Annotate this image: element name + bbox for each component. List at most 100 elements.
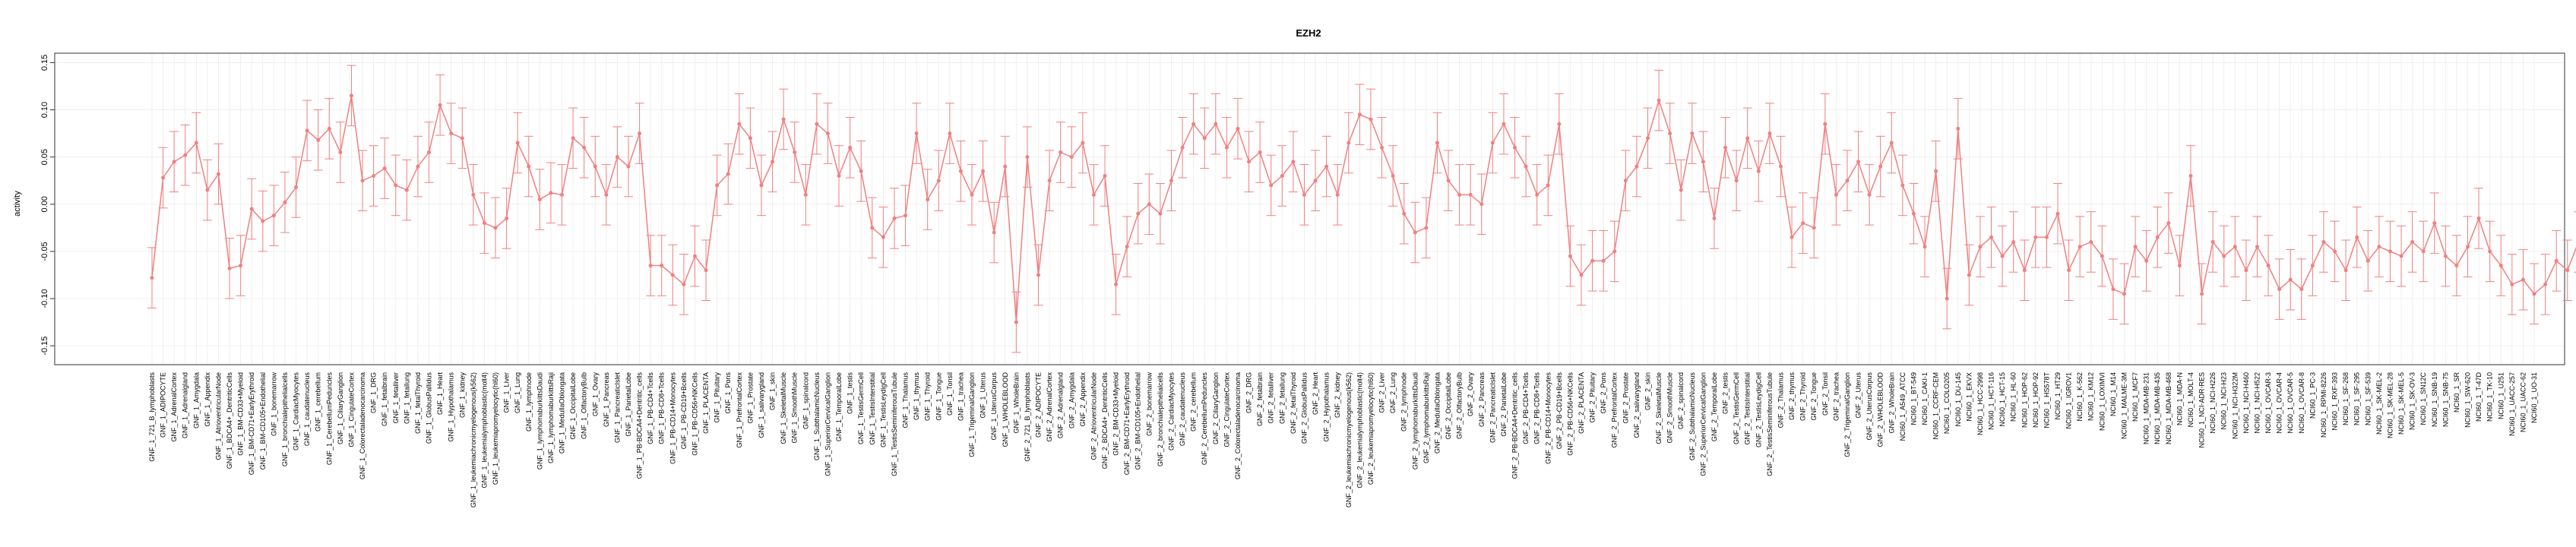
data-point [1446, 179, 1451, 183]
data-point [1269, 183, 1274, 188]
x-tick-label: GNF_1_UterusCorpus [990, 372, 998, 441]
x-tick-label: NCI60_1_SK-MEL-2 [2375, 372, 2383, 435]
x-tick-label: NCI60_1_UACC-62 [2519, 372, 2527, 432]
x-tick-label: GNF_2_PancreaticIslet [1489, 372, 1496, 444]
y-tick-label: 0.00 [40, 196, 49, 212]
x-tick-label: GNF_1_Appendix [204, 372, 211, 427]
data-point [404, 188, 409, 192]
data-point [1214, 122, 1218, 126]
data-point [2188, 174, 2193, 179]
data-point [2565, 268, 2570, 273]
data-point [1923, 245, 1927, 249]
data-point [1490, 141, 1495, 145]
x-tick-label: GNF_1_Amygdala [192, 372, 200, 428]
data-point [205, 188, 210, 192]
data-point [837, 174, 841, 179]
data-point [1114, 282, 1119, 286]
data-point [1778, 164, 1783, 169]
x-tick-label: GNF_2_CardiacMyocytes [1167, 372, 1175, 451]
data-point [936, 179, 941, 183]
data-point [1357, 112, 1362, 117]
data-point [227, 266, 232, 270]
x-tick-label: GNF_1_Thalamus [902, 372, 910, 428]
data-point [505, 216, 509, 220]
data-point [970, 192, 974, 197]
grid [55, 53, 2565, 365]
x-tick-label: GNF_1_CardiacMyocytes [293, 372, 300, 451]
x-tick-label: GNF_2_Amygdala [1068, 372, 1075, 428]
x-tick-label: NCI60_1_MALME-3M [2120, 372, 2128, 439]
x-tick-label: GNF_2_ParietalLobe [1500, 372, 1508, 437]
error-bar [2574, 211, 2576, 273]
data-point [1180, 145, 1185, 150]
x-tick-label: GNF_1_SuperiorCervicalGanglion [824, 372, 831, 476]
data-point [948, 131, 952, 136]
x-tick-label: NCI60_1_M14 [2109, 372, 2117, 416]
data-point [1158, 211, 1163, 216]
x-tick-label: GNF_2_Tonsil [1821, 372, 1829, 416]
data-point [2233, 245, 2237, 249]
data-point [1125, 245, 1129, 249]
x-tick-label: GNF_2_Appendix [1079, 372, 1087, 427]
data-point [1136, 211, 1141, 216]
x-tick-label: GNF_1_BM-CD105+Endothelial [259, 372, 267, 470]
data-point [1834, 192, 1838, 197]
data-point [2476, 216, 2481, 220]
x-tick-label: GNF_2_PLACENTA [1578, 372, 1585, 434]
data-point [1191, 122, 1196, 126]
data-point [1546, 183, 1550, 188]
x-tick-label: GNF_2_lymphomaburkittsDaudi [1411, 372, 1419, 470]
x-tick-label: NCI60_1_NCI-ADR-RES [2198, 372, 2206, 448]
x-tick-label: GNF_1_AtrioventricularNode [214, 372, 222, 460]
data-point [1391, 174, 1395, 179]
x-tick-label: GNF_1_ParietalLobe [625, 372, 632, 437]
data-point [1014, 320, 1018, 324]
data-point [648, 264, 653, 268]
data-point [560, 192, 565, 197]
data-point [316, 138, 321, 142]
x-tick-label: GNF_1_trachea [957, 372, 964, 421]
data-point [460, 136, 464, 141]
x-tick-label: GNF_1_PB-CD19+Bcells [680, 372, 688, 450]
x-tick-label: NCI60_1_OVCAR-4 [2276, 372, 2283, 434]
x-tick-label: GNF_1_PancreaticIslet [613, 372, 621, 444]
y-tick-label: 0.15 [40, 55, 49, 71]
data-point [2067, 268, 2071, 273]
x-tick-label: NCI60_1_T-47D [2475, 372, 2483, 422]
data-point [2266, 264, 2271, 268]
data-point [1380, 145, 1385, 150]
data-point [1347, 141, 1351, 145]
x-tick-label: GNF_1_Prostate [746, 372, 754, 424]
x-tick-label: GNF_1_bronchialepithelialcells [281, 372, 289, 467]
x-tick-label: GNF_2_CingulateCortex [1223, 372, 1230, 447]
x-tick-label: GNF_1_Colorectaladenocarcinoma [359, 372, 366, 479]
data-point [1756, 169, 1761, 173]
data-point [2377, 245, 2381, 249]
data-point [2144, 258, 2149, 263]
x-tick-label: GNF_1_PB-CD56+NKCells [691, 372, 698, 456]
x-tick-label: GNF_1_Adrenalgland [182, 372, 189, 438]
x-tick-label: GNF_2_Prostate [1622, 372, 1629, 424]
x-tick-label: GNF_2_Hypothalamus [1323, 372, 1331, 442]
x-tick-label: NCI60_1_OVCAR-3 [2264, 372, 2272, 434]
x-tick-label: GNF_2_BM-CD33+Myeloid [1112, 372, 1120, 456]
x-tick-label: NCI60_1_IGROV1 [2065, 372, 2073, 429]
x-tick-label: GNF_2_Pituitary [1589, 372, 1597, 423]
data-point [239, 264, 243, 268]
x-tick-label: GNF_2_TestisInterstitial [1744, 372, 1752, 445]
data-point [360, 179, 365, 183]
x-tick-label: GNF_1_Pituitary [714, 372, 721, 423]
x-tick-label: GNF_1_SubthalamicNucleus [813, 372, 821, 461]
data-point [1767, 131, 1772, 136]
data-point [1081, 141, 1085, 145]
data-point [1047, 179, 1052, 183]
data-point [1878, 164, 1883, 169]
data-point [2399, 254, 2404, 258]
y-tick-label: 0.05 [40, 149, 49, 165]
y-tick-label: 0.10 [40, 102, 49, 118]
x-tick-label: GNF_2_Thyroid [1799, 372, 1807, 421]
data-point [914, 131, 919, 136]
data-point [981, 169, 986, 173]
data-point [726, 172, 730, 176]
